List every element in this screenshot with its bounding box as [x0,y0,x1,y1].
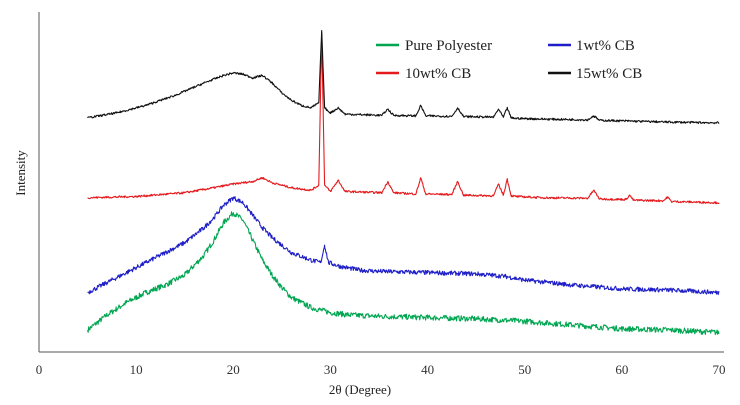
legend: Pure Polyester 1wt% CB 10wt% CB 15wt% CB [376,38,642,82]
x-tick-label-0: 0 [36,362,43,377]
series-line-10wt-cb [87,32,720,205]
plot-lines [87,29,720,336]
x-tick-label-40: 40 [421,362,434,377]
legend-label-15wt-cb: 15wt% CB [576,66,642,82]
x-tick-label-30: 30 [324,362,337,377]
x-tick-label-50: 50 [518,362,531,377]
legend-label-10wt-cb: 10wt% CB [405,66,471,82]
x-tick-label-70: 70 [713,362,726,377]
legend-label-1wt-cb: 1wt% CB [576,38,635,54]
y-axis-title: Intensity [13,150,28,196]
x-tick-labels: 0 10 20 30 40 50 60 70 [36,362,726,377]
x-tick-label-20: 20 [227,362,240,377]
series-line-1wt-cb [87,196,720,296]
x-axis-title: 2θ (Degree) [329,382,391,397]
x-tick-label-60: 60 [615,362,628,377]
series-line-pure-polyester [87,211,720,336]
x-tick-label-10: 10 [130,362,143,377]
legend-label-pure-polyester: Pure Polyester [405,38,492,54]
series-line-15wt-cb [87,29,720,125]
